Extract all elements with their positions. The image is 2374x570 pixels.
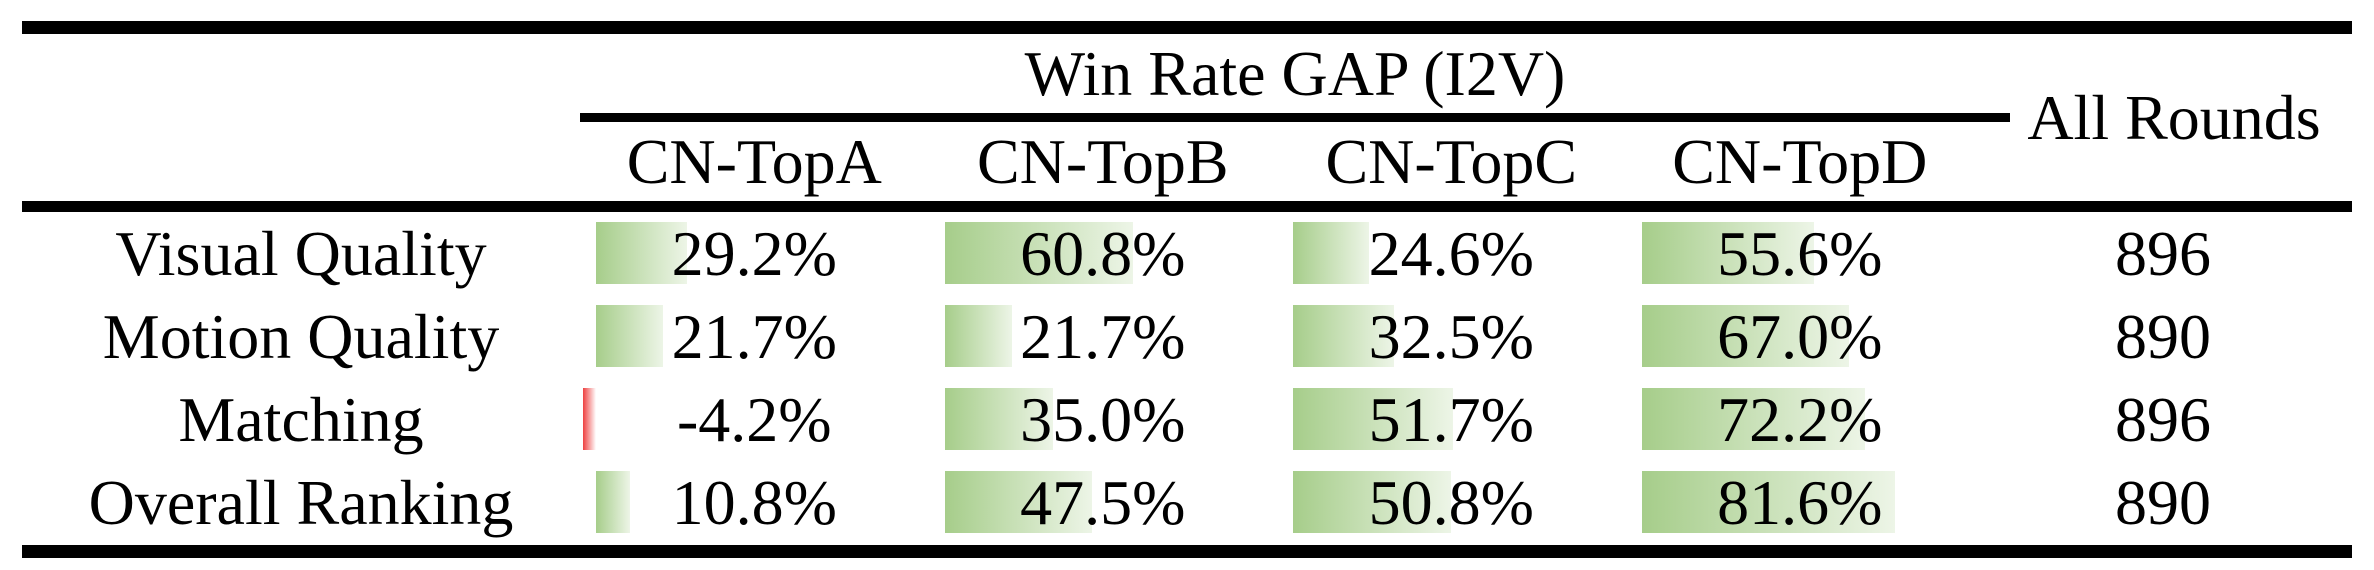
data-cell: 55.6%: [1626, 212, 1975, 295]
data-cell: 35.0%: [929, 378, 1278, 461]
win-rate-value: 55.6%: [1717, 217, 1883, 289]
rounds-cell: 896: [2115, 383, 2211, 455]
data-cell: 60.8%: [929, 212, 1278, 295]
table-row: Overall Ranking 10.8% 47.5% 50.8% 81.6% …: [22, 461, 2352, 544]
top-rule: [22, 21, 2352, 34]
column-header-row: CN-TopA CN-TopB CN-TopC CN-TopD: [580, 122, 1974, 201]
win-rate-bar: [1641, 471, 1895, 533]
column-header-cn-topd: CN-TopD: [1672, 125, 1928, 197]
data-cell: 67.0%: [1626, 295, 1975, 378]
column-header-cn-topa: CN-TopA: [626, 125, 882, 197]
column-header-cn-topb: CN-TopB: [976, 125, 1229, 197]
header-body-rule: [22, 201, 2352, 212]
win-rate-bar: [1293, 222, 1370, 284]
data-cell: 32.5%: [1277, 295, 1626, 378]
win-rate-bar: [944, 471, 1092, 533]
win-rate-value: 21.7%: [671, 300, 837, 372]
bottom-rule: [22, 545, 2352, 558]
win-rate-value: 51.7%: [1368, 383, 1534, 455]
data-cell: 21.7%: [580, 295, 929, 378]
win-rate-value: 10.8%: [671, 466, 837, 538]
win-rate-bar: [1293, 471, 1451, 533]
row-label: Motion Quality: [102, 300, 500, 372]
data-cell: 51.7%: [1277, 378, 1626, 461]
group-header-underline: [580, 113, 2010, 122]
data-cell: 29.2%: [580, 212, 929, 295]
data-cell: 24.6%: [1277, 212, 1626, 295]
data-cell: 50.8%: [1277, 461, 1626, 544]
all-rounds-header: All Rounds: [2027, 81, 2321, 153]
data-cell: 21.7%: [929, 295, 1278, 378]
win-rate-value: 21.7%: [1020, 300, 1186, 372]
win-rate-bar: [1293, 305, 1394, 367]
rounds-cell: 890: [2115, 466, 2211, 538]
data-cell: 81.6%: [1626, 461, 1975, 544]
win-rate-bar: [596, 471, 630, 533]
rounds-cell: 890: [2115, 300, 2211, 372]
win-rate-bar: [1641, 388, 1866, 450]
table-body: Visual Quality 29.2% 60.8% 24.6% 55.6% 8…: [22, 212, 2352, 544]
row-label: Overall Ranking: [88, 466, 514, 538]
win-rate-bar: [596, 305, 664, 367]
win-rate-bar: [944, 388, 1053, 450]
win-rate-bar: [944, 305, 1012, 367]
win-rate-bar: [1641, 222, 1814, 284]
win-rate-bar: [944, 222, 1133, 284]
win-rate-value: -4.2%: [676, 383, 832, 455]
win-rate-value: 24.6%: [1368, 217, 1534, 289]
win-rate-value: 81.6%: [1717, 466, 1883, 538]
win-rate-value: 47.5%: [1020, 466, 1186, 538]
data-cell: 72.2%: [1626, 378, 1975, 461]
win-rate-bar: [1641, 305, 1850, 367]
table-container: Win Rate GAP (I2V) All Rounds CN-TopA CN…: [22, 0, 2352, 570]
column-header-cn-topc: CN-TopC: [1325, 125, 1578, 197]
win-rate-value: 35.0%: [1020, 383, 1186, 455]
table-row: Visual Quality 29.2% 60.8% 24.6% 55.6% 8…: [22, 212, 2352, 295]
data-cell: 47.5%: [929, 461, 1278, 544]
table-row: Matching -4.2% 35.0% 51.7% 72.2% 896: [22, 378, 2352, 461]
win-rate-bar: [1293, 388, 1454, 450]
data-cell: -4.2%: [580, 378, 929, 461]
rounds-cell: 896: [2115, 217, 2211, 289]
win-rate-value: 60.8%: [1020, 217, 1186, 289]
group-header-win-rate-gap: Win Rate GAP (I2V): [1024, 37, 1566, 109]
win-rate-bar: [596, 222, 687, 284]
win-rate-value: 67.0%: [1717, 300, 1883, 372]
win-rate-value: 50.8%: [1368, 466, 1534, 538]
win-rate-value: 32.5%: [1368, 300, 1534, 372]
row-label: Visual Quality: [115, 217, 487, 289]
win-rate-bar: [583, 388, 596, 450]
data-cell: 10.8%: [580, 461, 929, 544]
row-label: Matching: [178, 383, 424, 455]
table-row: Motion Quality 21.7% 21.7% 32.5% 67.0% 8…: [22, 295, 2352, 378]
win-rate-value: 72.2%: [1717, 383, 1883, 455]
win-rate-value: 29.2%: [671, 217, 837, 289]
